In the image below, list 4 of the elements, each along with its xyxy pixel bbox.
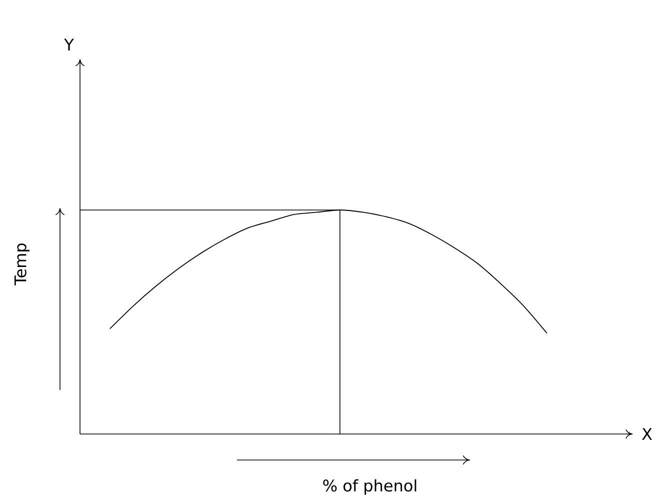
text: Y: [64, 38, 74, 50]
text: X: [642, 428, 652, 440]
x-axis-title: % of phenol: [323, 479, 416, 495]
y-axis-title: Temp: [14, 244, 30, 286]
